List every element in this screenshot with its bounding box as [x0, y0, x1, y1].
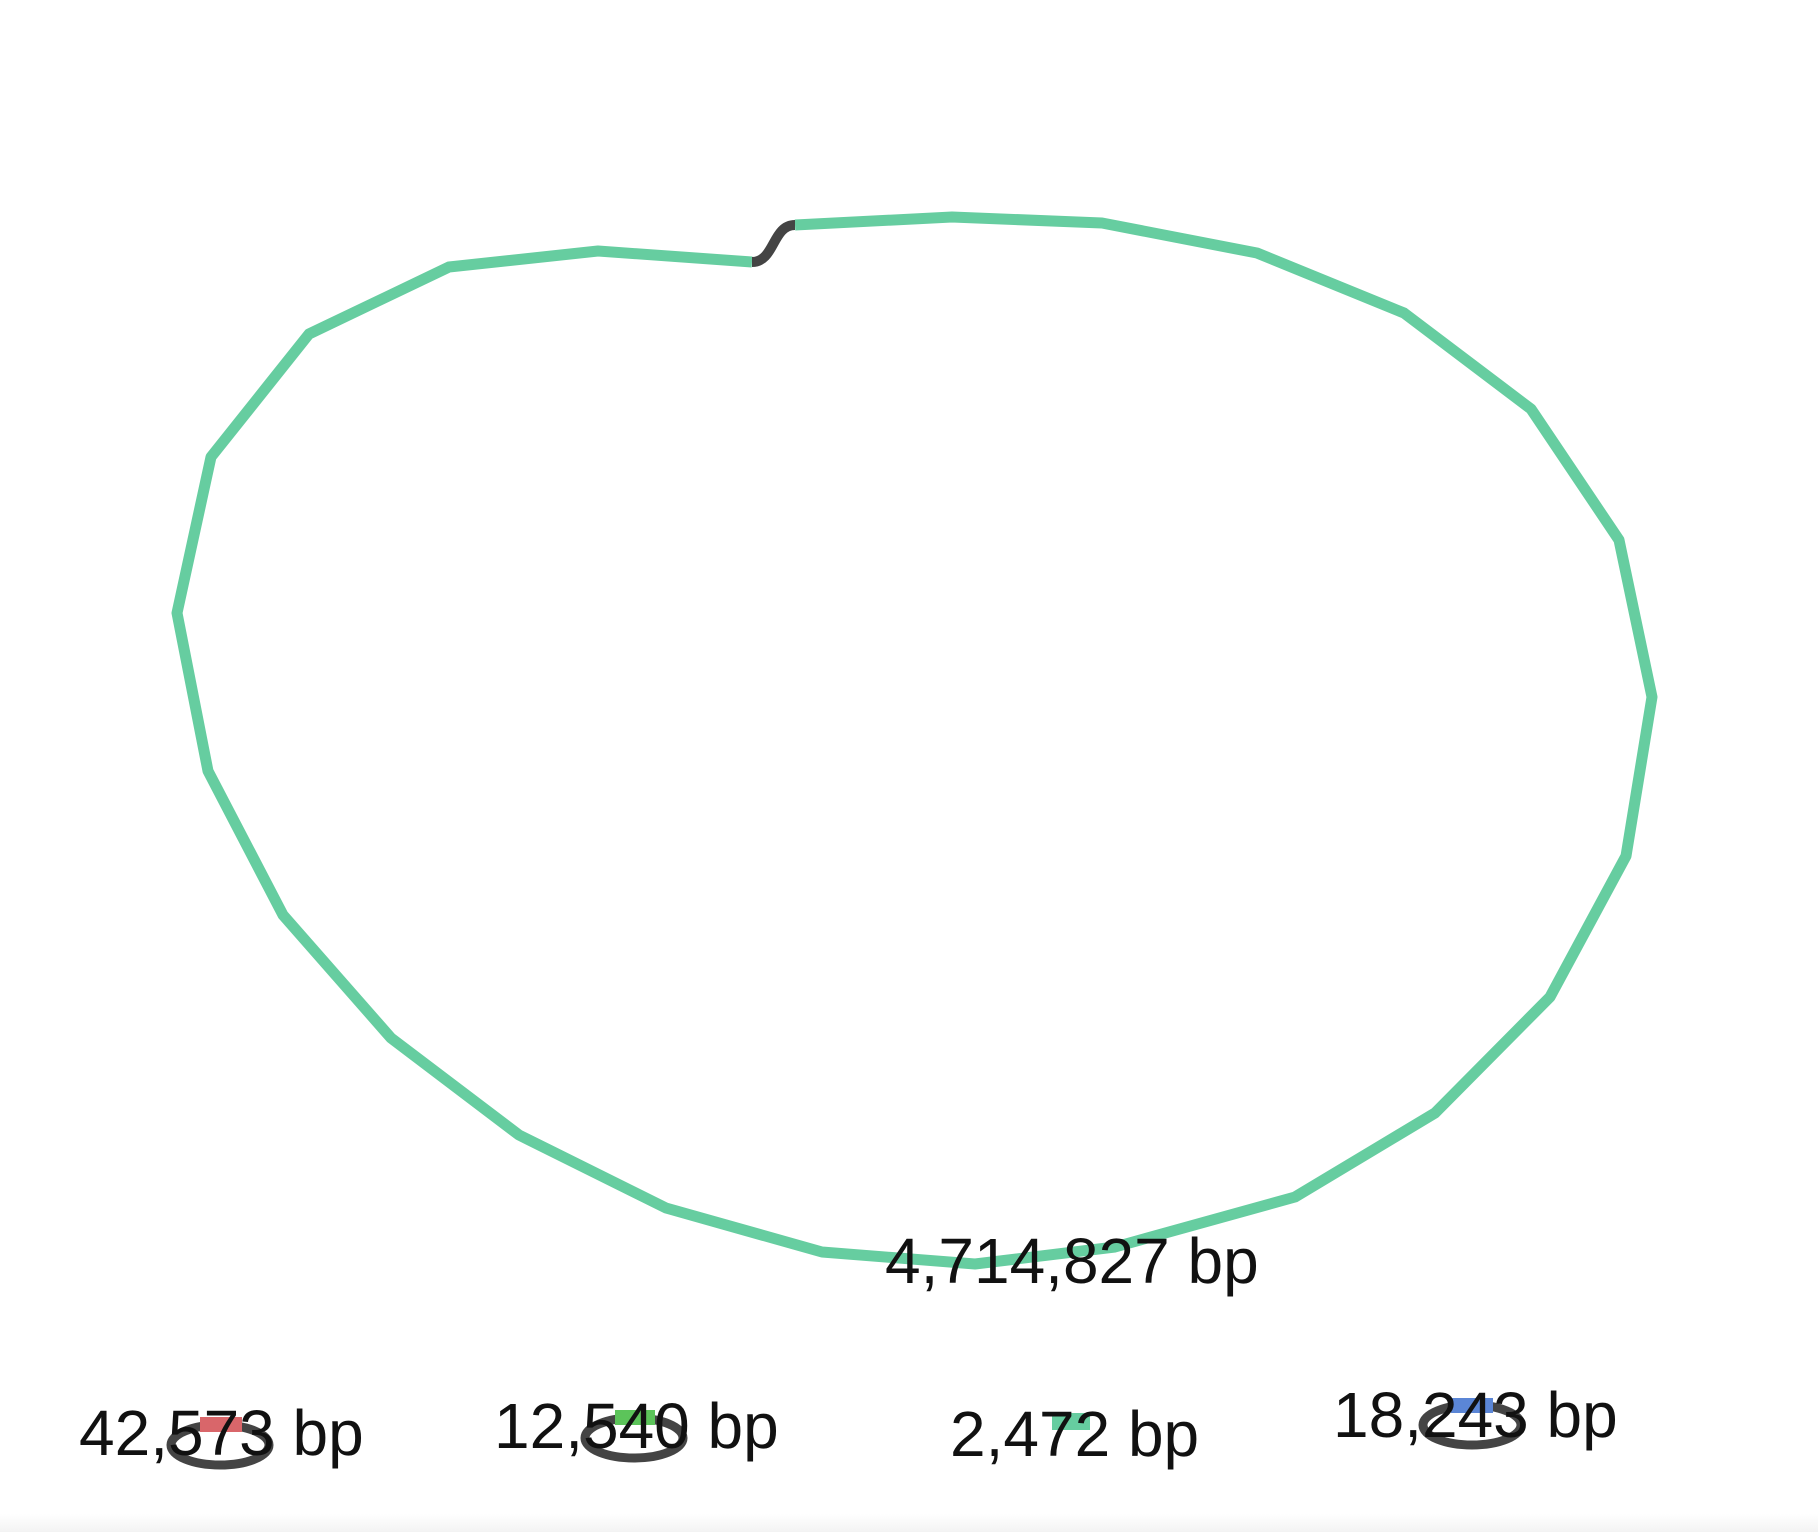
plasmid-2-segment	[615, 1410, 655, 1425]
plasmid-1-segment	[200, 1417, 242, 1432]
contig-3-length-label: 2,472 bp	[950, 1398, 1199, 1470]
plasmid-2-length-label: 12,540 bp	[494, 1390, 779, 1462]
plasmid-4-segment	[1451, 1398, 1493, 1413]
plasmid-2[interactable]: 12,540 bp	[494, 1390, 779, 1463]
contig-3[interactable]: 2,472 bp	[950, 1398, 1199, 1470]
plasmid-1[interactable]: 42,573 bp	[79, 1397, 364, 1470]
contig-3-segment	[1052, 1413, 1090, 1430]
chromosome-contig[interactable]	[171, 211, 1658, 1270]
plasmid-4-length-label: 18,243 bp	[1333, 1379, 1618, 1451]
chromosome-length-label: 4,714,827 bp	[885, 1225, 1259, 1297]
plasmid-1-length-label: 42,573 bp	[79, 1397, 364, 1469]
chromosome-link-edge[interactable]	[751, 220, 796, 267]
plasmid-4[interactable]: 18,243 bp	[1333, 1379, 1618, 1451]
bottom-edge-shade	[0, 1514, 1818, 1532]
